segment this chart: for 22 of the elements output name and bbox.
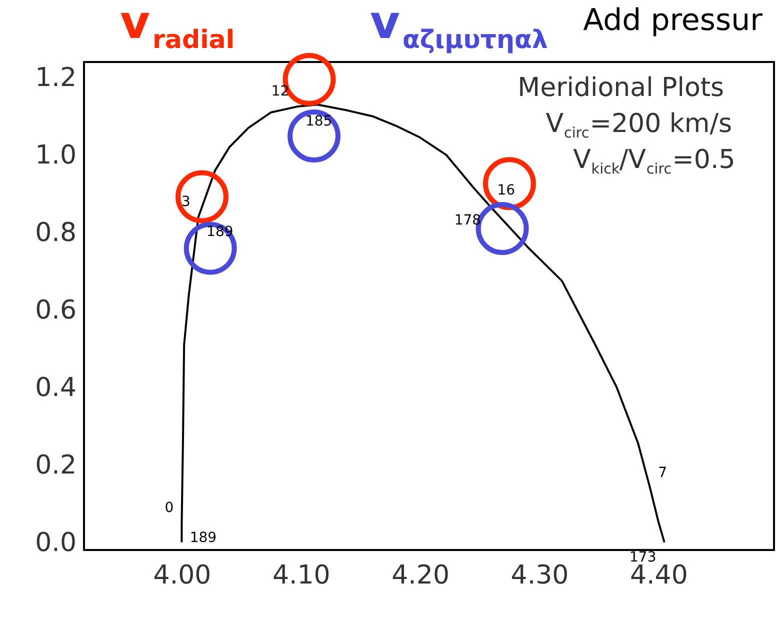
y-tick-label: 0.4 (35, 372, 76, 403)
y-tick-label: 0.8 (35, 218, 76, 248)
point (184, 222, 237, 275)
annotation: 0 (164, 500, 174, 516)
annotation: 3 (181, 194, 190, 210)
annotation: 7 (658, 465, 668, 482)
y-tick-label: 1.2 (35, 62, 76, 93)
y-tick-label: 1.0 (35, 140, 76, 170)
point (176, 170, 228, 224)
x-tick-label: 4.20 (392, 560, 450, 590)
y-tick-label: 0.2 (35, 450, 76, 480)
annotation: 189 (190, 530, 217, 546)
y-tick-label: 0.6 (35, 295, 76, 326)
annotation: 185 (305, 114, 332, 130)
annotation: Meridional Plots (518, 73, 724, 103)
annotation: 16 (497, 182, 516, 198)
point (288, 110, 340, 162)
x-tick-label: 4.30 (510, 560, 569, 590)
text: Add pressur (583, 3, 764, 38)
y-tick-label: 0.0 (35, 528, 76, 558)
x-tick-label: 4.00 (153, 560, 212, 590)
x-tick-label: 4.10 (272, 560, 330, 590)
